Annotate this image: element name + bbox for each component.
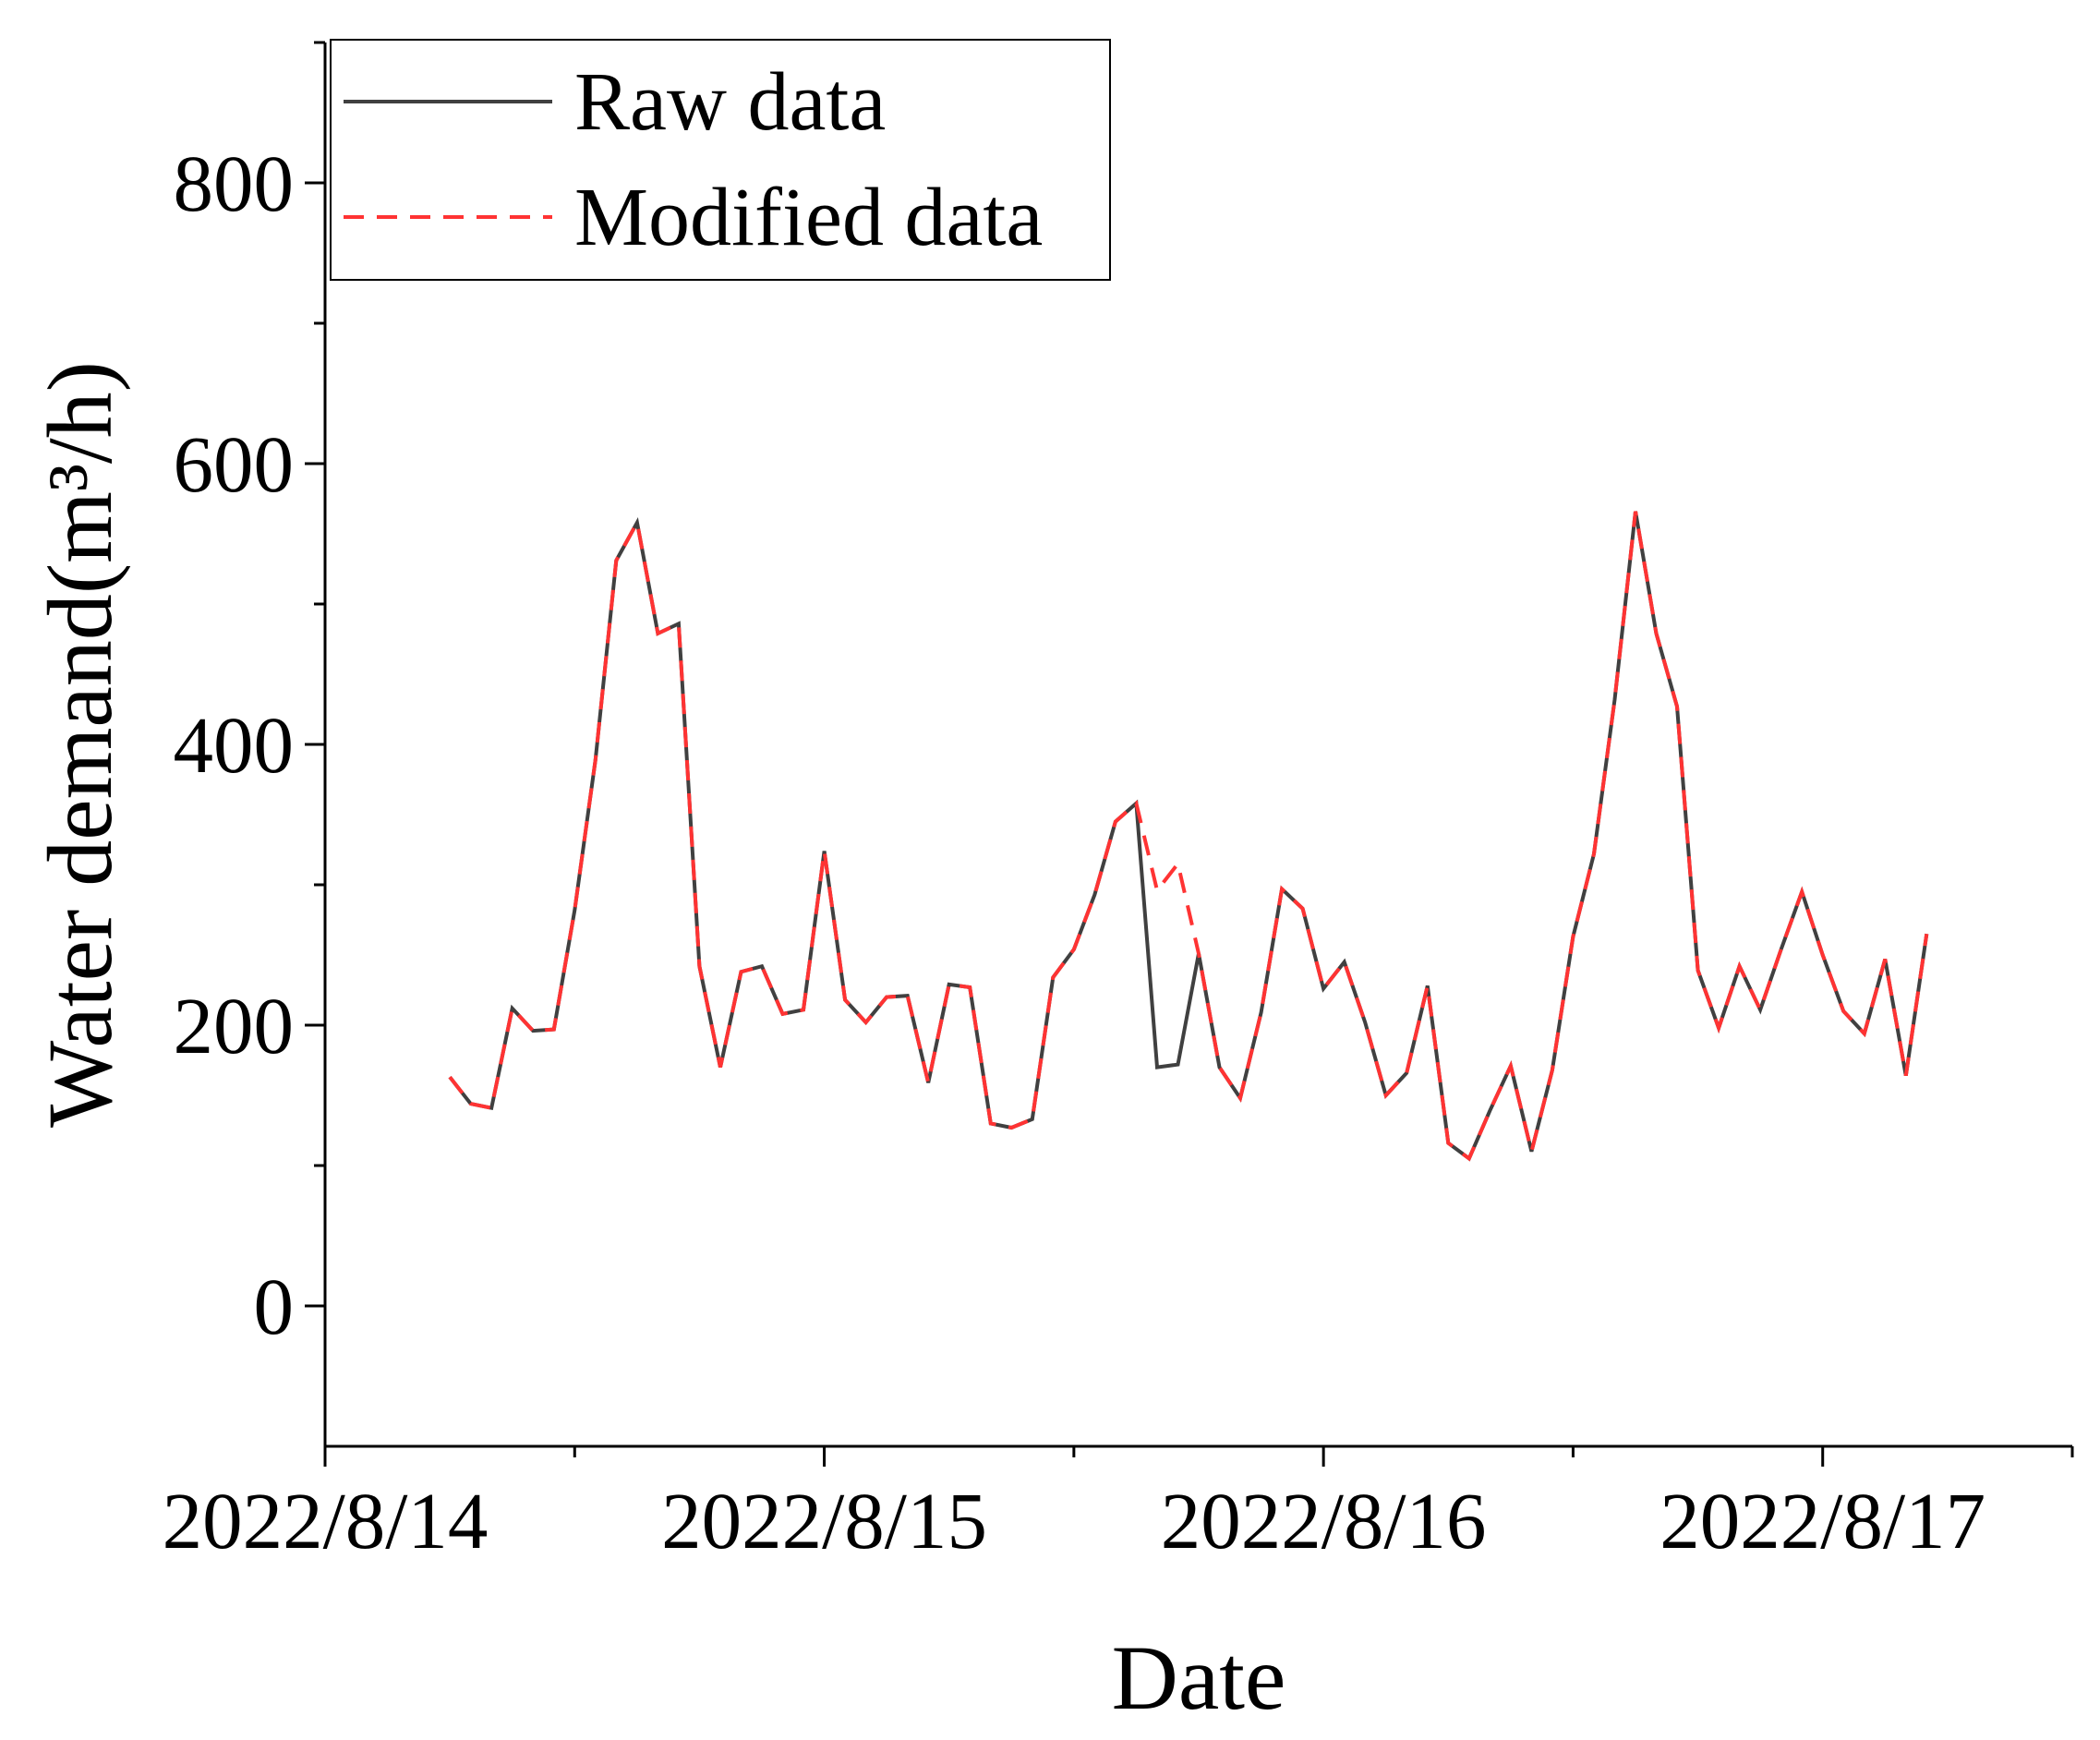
legend-box — [330, 39, 1111, 281]
y-tick-label: 400 — [174, 700, 295, 790]
x-tick-label: 2022/8/14 — [163, 1476, 489, 1565]
y-tick-label: 800 — [174, 139, 295, 228]
data-line — [448, 511, 1929, 1162]
x-tick-label: 2022/8/15 — [661, 1476, 987, 1565]
y-tick-label: 200 — [174, 981, 295, 1070]
y-tick-label: 0 — [254, 1262, 295, 1351]
data-line — [448, 511, 1929, 1162]
y-tick-label: 600 — [174, 419, 295, 509]
x-axis-title: Date — [1112, 1626, 1286, 1729]
x-tick-label: 2022/8/17 — [1659, 1476, 1985, 1565]
legend-label: Modified data — [574, 172, 1043, 263]
legend-label: Raw data — [574, 56, 886, 148]
x-tick-label: 2022/8/16 — [1161, 1476, 1487, 1565]
y-axis-title: Water demand(m³/h) — [29, 361, 131, 1128]
